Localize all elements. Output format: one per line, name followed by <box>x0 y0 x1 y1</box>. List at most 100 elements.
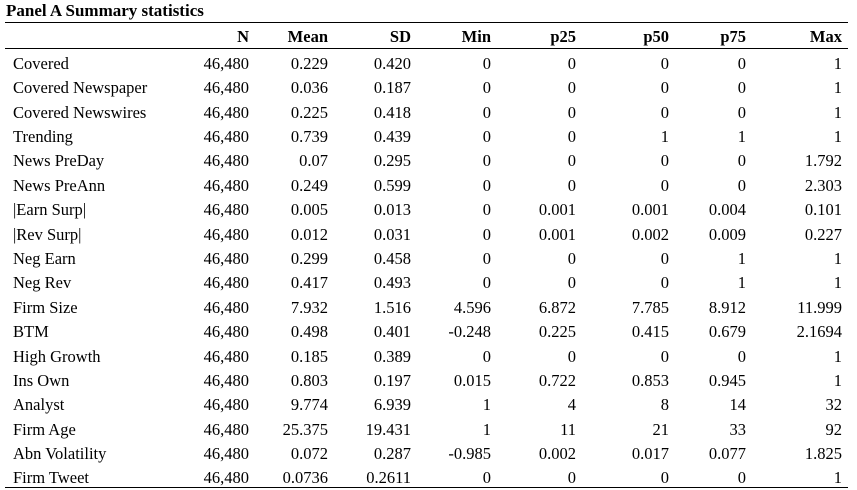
cell-p75: 1 <box>737 127 746 147</box>
cell-mean: 25.375 <box>282 419 328 439</box>
cell-p50: 21 <box>652 419 670 439</box>
cell-sd: 0.418 <box>373 102 411 122</box>
variable-name-cell: Covered Newspaper <box>13 78 148 98</box>
cell-max: 1 <box>833 102 842 122</box>
panel-title: Panel A Summary statistics <box>6 1 204 20</box>
cell-max: 92 <box>825 419 843 439</box>
cell-mean: 9.774 <box>290 395 328 415</box>
cell-n: 46,480 <box>177 463 255 489</box>
cell-p75: 8.912 <box>708 297 746 317</box>
cell-p25: 0 <box>567 78 576 98</box>
table-row: |Rev Surp| 46,480 0.012 0.031 0 0.001 0.002 0.0… <box>5 219 848 243</box>
cell-mean: 0.299 <box>290 249 328 269</box>
cell-max: 32 <box>825 395 843 415</box>
cell-mean: 0.072 <box>290 444 328 464</box>
cell-p50: 0 <box>660 102 669 122</box>
cell-p25: 4 <box>567 395 576 415</box>
variable-name-cell: Trending <box>13 127 73 147</box>
summary-statistics-table: N Mean SD Min p25 p50 p75 Max Covered 46,480 0.22… <box>5 22 848 489</box>
cell-sd: 6.939 <box>373 395 411 415</box>
table-row: News PreDay 46,480 0.07 0.295 0 0 0 0 1.792 <box>5 146 848 170</box>
cell-max: 1 <box>833 78 842 98</box>
cell-mean: 0.249 <box>290 175 328 195</box>
table-body: Covered 46,480 0.229 0.420 0 0 0 0 1 Covered News… <box>5 49 848 489</box>
cell-p75: 1 <box>737 273 746 293</box>
variable-name-cell: BTM <box>13 322 49 342</box>
column-header-variable <box>5 22 177 49</box>
cell-p75: 0.679 <box>708 322 746 342</box>
table-row: Firm Size 46,480 7.932 1.516 4.596 6.872 7.785… <box>5 292 848 316</box>
cell-mean: 0.229 <box>290 53 328 73</box>
variable-name-cell: Firm Size <box>13 297 78 317</box>
table-row: Firm Tweet 46,480 0.0736 0.2611 0 0 0 0 1 <box>5 463 848 489</box>
cell-min: 0 <box>482 53 491 73</box>
column-header-sd: SD <box>334 22 417 49</box>
cell-min: 0 <box>482 151 491 171</box>
cell-min: 1 <box>482 395 491 415</box>
table-row: |Earn Surp| 46,480 0.005 0.013 0 0.001 0.001 0.… <box>5 195 848 219</box>
cell-n: 46,480 <box>203 249 249 269</box>
cell-p25: 0 <box>567 175 576 195</box>
cell-p75: 0 <box>737 102 746 122</box>
cell-n: 46,480 <box>203 444 249 464</box>
cell-min: 0 <box>482 127 491 147</box>
cell-min: 1 <box>482 419 491 439</box>
cell-min: 0 <box>482 102 491 122</box>
variable-name-cell: Firm Age <box>13 419 76 439</box>
cell-sd: 0.420 <box>373 53 411 73</box>
cell-min: 0 <box>482 346 491 366</box>
cell-p50: 0.002 <box>631 224 669 244</box>
cell-min: 4.596 <box>453 297 491 317</box>
table-row: Covered Newspaper 46,480 0.036 0.187 0 0 0 0 1 <box>5 73 848 97</box>
cell-max: 1 <box>752 463 848 489</box>
cell-sd: 0.389 <box>373 346 411 366</box>
variable-name-cell: Neg Earn <box>13 249 76 269</box>
cell-n: 46,480 <box>203 175 249 195</box>
table-row: Trending 46,480 0.739 0.439 0 0 1 1 1 <box>5 122 848 146</box>
variable-name-cell: |Rev Surp| <box>13 224 82 244</box>
table-row: News PreAnn 46,480 0.249 0.599 0 0 0 0 2.303 <box>5 170 848 194</box>
cell-min: 0 <box>482 78 491 98</box>
cell-min: 0 <box>482 200 491 220</box>
cell-p50: 0 <box>660 346 669 366</box>
cell-mean: 0.739 <box>290 127 328 147</box>
table-row: Firm Age 46,480 25.375 19.431 1 11 21 33 92 <box>5 414 848 438</box>
table-row: Neg Earn 46,480 0.299 0.458 0 0 0 1 1 <box>5 244 848 268</box>
cell-max: 1 <box>833 346 842 366</box>
cell-max: 1.792 <box>804 151 842 171</box>
cell-sd: 19.431 <box>365 419 411 439</box>
cell-p75: 0.945 <box>708 370 746 390</box>
cell-p75: 0 <box>737 78 746 98</box>
cell-p50: 0.853 <box>631 370 669 390</box>
cell-sd: 0.197 <box>373 370 411 390</box>
cell-min: 0 <box>482 175 491 195</box>
cell-max: 1 <box>833 273 842 293</box>
cell-n: 46,480 <box>203 78 249 98</box>
cell-mean: 0.005 <box>290 200 328 220</box>
cell-sd: 0.458 <box>373 249 411 269</box>
variable-name-cell: Covered <box>13 53 69 73</box>
cell-mean: 0.012 <box>290 224 328 244</box>
cell-max: 2.1694 <box>796 322 842 342</box>
cell-max: 11.999 <box>797 297 842 317</box>
cell-sd: 0.287 <box>373 444 411 464</box>
cell-p25: 0 <box>567 346 576 366</box>
cell-p75: 0.009 <box>708 224 746 244</box>
variable-name-cell: Ins Own <box>13 370 70 390</box>
cell-p75: 0.077 <box>708 444 746 464</box>
cell-n: 46,480 <box>203 273 249 293</box>
cell-mean: 0.036 <box>290 78 328 98</box>
cell-p25: 0 <box>567 53 576 73</box>
cell-mean: 0.803 <box>290 370 328 390</box>
cell-sd: 0.187 <box>373 78 411 98</box>
cell-sd: 0.493 <box>373 273 411 293</box>
cell-n: 46,480 <box>203 370 249 390</box>
variable-name-cell: News PreAnn <box>13 175 106 195</box>
column-header-p50: p50 <box>582 22 675 49</box>
variable-name-cell: Firm Tweet <box>5 463 177 489</box>
cell-max: 0.101 <box>804 200 842 220</box>
cell-min: -0.248 <box>448 322 491 342</box>
variable-name-cell: News PreDay <box>13 151 105 171</box>
cell-n: 46,480 <box>203 151 249 171</box>
cell-p25: 0.002 <box>538 444 576 464</box>
